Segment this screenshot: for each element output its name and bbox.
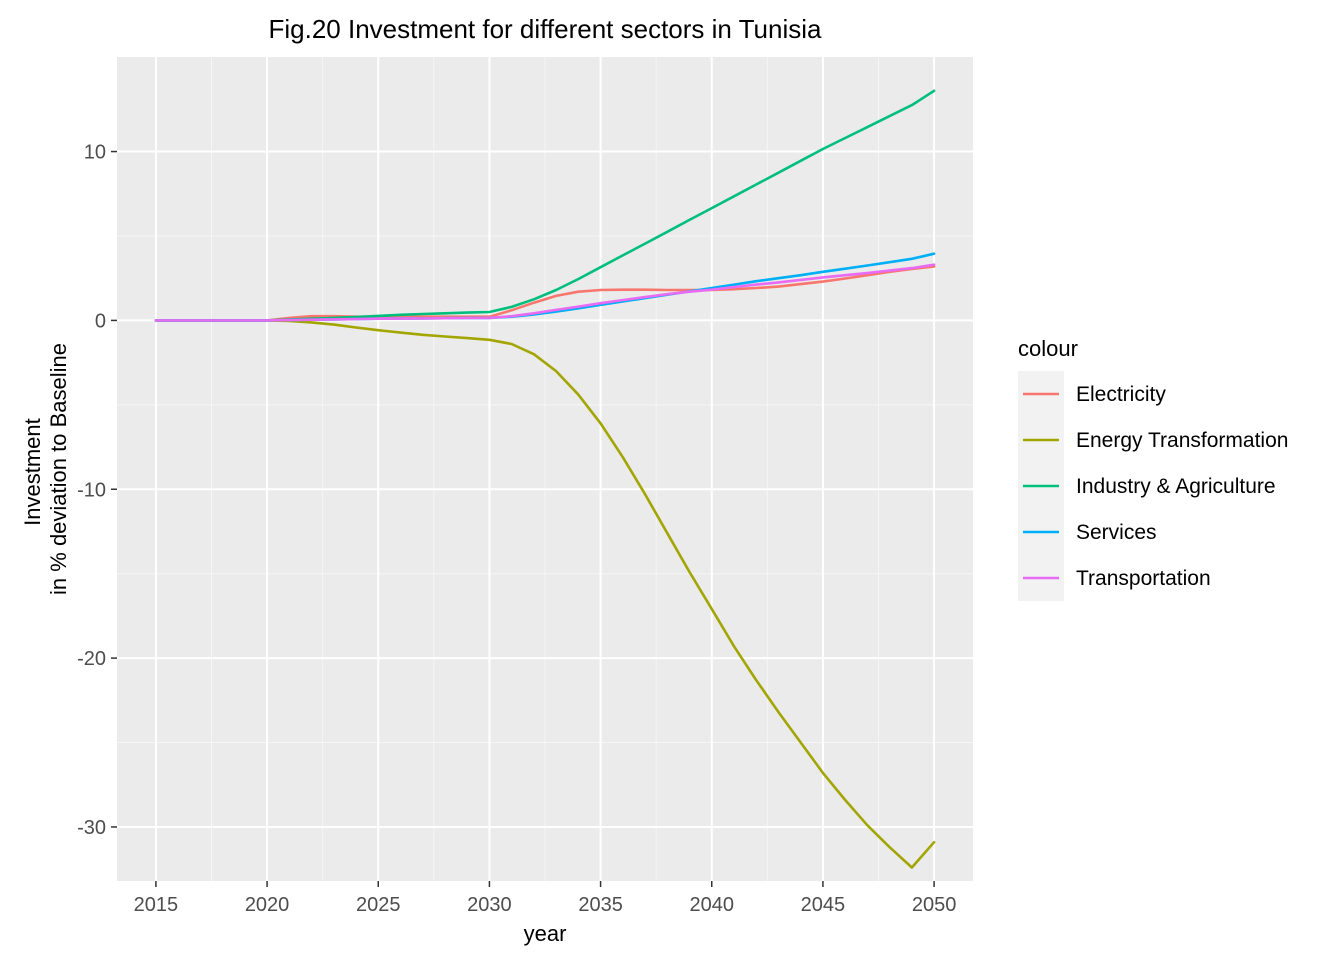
y-axis-title-line-2: in % deviation to Baseline <box>46 343 71 595</box>
x-axis: 2015 2020 2025 2030 2035 2040 2045 2050 <box>134 881 957 916</box>
y-tick-label: -10 <box>77 479 106 501</box>
x-tick-label: 2015 <box>134 894 179 916</box>
y-axis: 10 0 -10 -20 -30 <box>77 142 117 839</box>
series-line-electricity <box>154 265 936 322</box>
legend-label-transportation: Transportation <box>1076 567 1211 590</box>
chart-title: Fig.20 Investment for different sectors … <box>268 14 822 44</box>
y-tick-label: 10 <box>84 142 106 164</box>
y-tick-label: -20 <box>77 648 106 670</box>
legend-label-services: Services <box>1076 521 1157 544</box>
x-tick-label: 2025 <box>356 894 401 916</box>
x-tick-label: 2035 <box>578 894 623 916</box>
x-tick-label: 2050 <box>912 894 957 916</box>
series-lines <box>154 89 936 869</box>
legend-title: colour <box>1018 336 1078 361</box>
legend-label-electricity: Electricity <box>1076 383 1166 406</box>
legend: colour Electricity Energy Transformation I… <box>1018 336 1288 601</box>
x-tick-label: 2040 <box>690 894 735 916</box>
y-axis-title: Investment in % deviation to Baseline <box>20 343 71 595</box>
x-axis-title: year <box>524 921 567 946</box>
x-tick-label: 2045 <box>801 894 846 916</box>
y-axis-title-line-1: Investment <box>20 418 45 526</box>
legend-label-energy-transformation: Energy Transformation <box>1076 429 1288 452</box>
x-tick-label: 2030 <box>467 894 512 916</box>
y-tick-label: -30 <box>77 817 106 839</box>
legend-label-industry-agriculture: Industry & Agriculture <box>1076 475 1276 498</box>
series-line-transportation <box>154 263 936 322</box>
minor-grid <box>117 57 973 881</box>
x-tick-label: 2020 <box>245 894 290 916</box>
y-tick-label: 0 <box>95 310 106 332</box>
legend-items: Electricity Energy Transformation Industry… <box>1018 371 1288 601</box>
